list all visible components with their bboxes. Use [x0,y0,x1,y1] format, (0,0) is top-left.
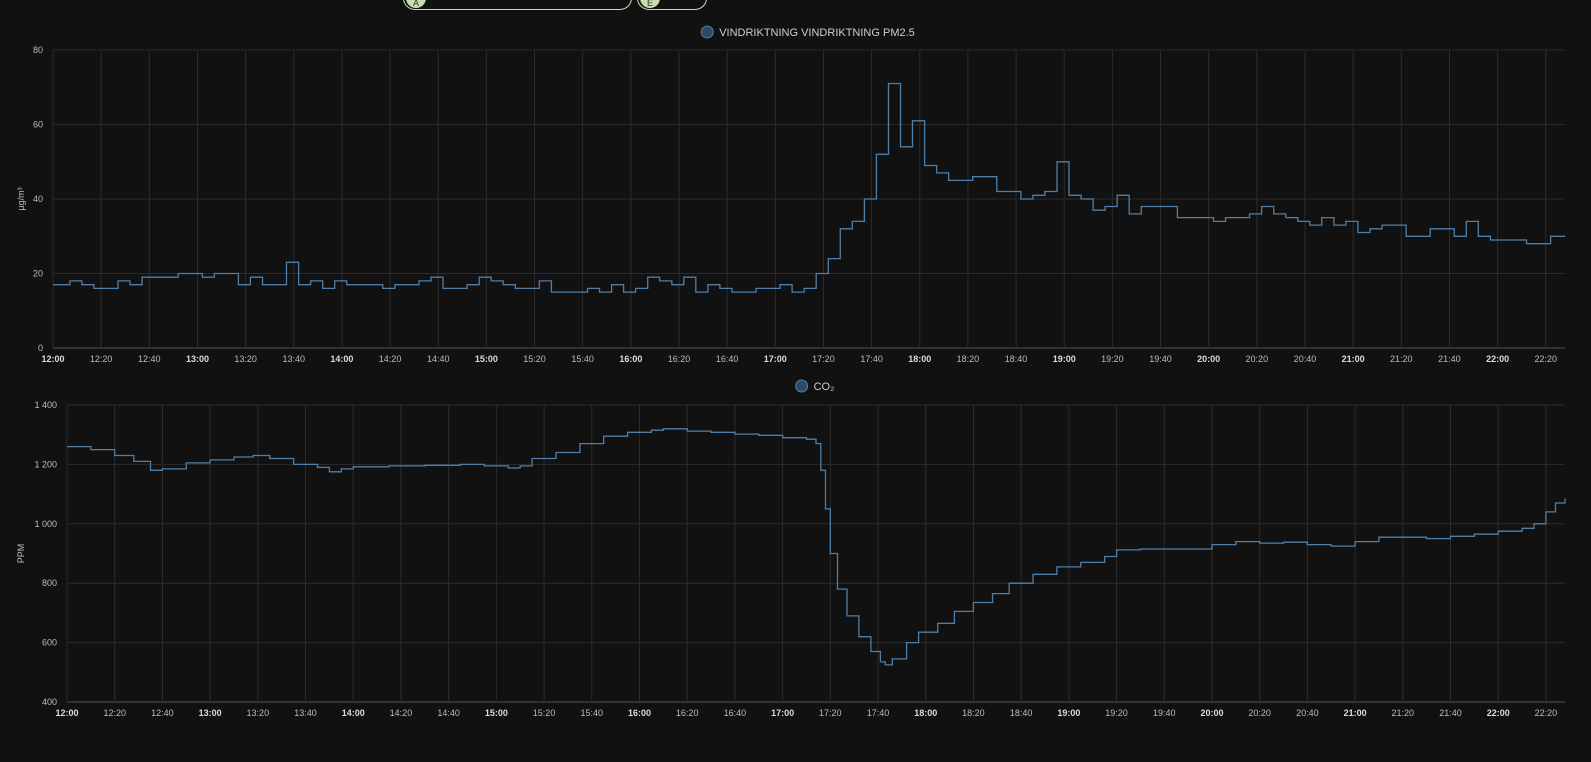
chart-1-x-tick-label: 18:20 [957,354,980,364]
chart-1-x-tick-label: 14:40 [427,354,450,364]
chart-2-x-tick-label: 19:20 [1105,708,1128,718]
chart-1-x-tick-label: 22:20 [1534,354,1557,364]
chart-2-x-tick-label: 17:00 [771,708,794,718]
chart-2-x-tick-label: 14:20 [390,708,413,718]
chart-1-x-tick-label: 20:00 [1197,354,1220,364]
chart-2-x-tick-label: 16:20 [676,708,699,718]
chart-1-x-tick-label: 14:00 [330,354,353,364]
chart-2-y-tick-label: 400 [42,697,57,707]
chart-2-x-tick-label: 22:00 [1487,708,1510,718]
chart-2-y-tick-label: 800 [42,578,57,588]
chart-2-x-tick-label: 20:00 [1200,708,1223,718]
chart-2-legend-swatch[interactable] [795,379,809,393]
chart-2-x-tick-label: 14:40 [437,708,460,718]
entity-chip-2-avatar: E [640,0,660,8]
entity-chip-1-avatar: A [406,0,426,8]
chart-1-x-tick-label: 16:00 [619,354,642,364]
chart-1-y-tick-label: 0 [38,343,43,353]
chart-2-x-tick-label: 18:00 [914,708,937,718]
chart-2-x-tick-label: 20:20 [1248,708,1271,718]
chart-2-x-tick-label: 12:40 [151,708,174,718]
chart-1-x-tick-label: 13:20 [234,354,257,364]
chart-1: VINDRIKTNING VINDRIKTNING PM2.5 µg/m³ 0 20 4… [16,25,1565,364]
chart-1-y-axis-label: µg/m³ [16,187,26,210]
chart-2-x-tick-label: 19:40 [1153,708,1176,718]
chart-2-x-tick-label: 17:20 [819,708,842,718]
chart-2-x-tick-label: 21:40 [1439,708,1462,718]
chart-2-x-tick-label: 21:00 [1344,708,1367,718]
chart-1-x-tick-label: 17:20 [812,354,835,364]
chart-1-x-tick-label: 18:00 [908,354,931,364]
chart-1-x-tick-label: 15:20 [523,354,546,364]
chart-1-y-tick-label: 80 [33,45,43,55]
chart-1-y-tick-label: 60 [33,120,43,130]
chart-2-y-tick-label: 1 000 [34,519,57,529]
chart-2-y-axis-label: PPM [16,544,26,564]
chart-1-y-tick-label: 40 [33,194,43,204]
chart-2-x-tick-label: 15:40 [581,708,604,718]
chart-1-series-line[interactable] [53,82,1565,293]
chart-1-legend-swatch[interactable] [700,25,714,39]
chart-2-x-tick-label: 13:00 [199,708,222,718]
chart-2-series-line[interactable] [67,428,1566,666]
chart-2-x-tick-label: 13:20 [247,708,270,718]
chart-2: CO₂ PPM 400 600 800 1 000 1 200 1 400 12:00 12:20… [16,379,1566,718]
chart-1-x-tick-label: 18:40 [1005,354,1028,364]
chart-1-x-tick-label: 19:00 [1053,354,1076,364]
chart-1-x-tick-label: 21:00 [1342,354,1365,364]
chart-2-x-tick-label: 16:00 [628,708,651,718]
chart-1-x-tick-label: 19:40 [1149,354,1172,364]
chart-1-y-tick-label: 20 [33,269,43,279]
chart-1-x-tick-label: 13:00 [186,354,209,364]
chart-1-x-tick-label: 17:40 [860,354,883,364]
chart-1-x-tick-label: 12:00 [41,354,64,364]
chart-1-x-tick-label: 20:40 [1294,354,1317,364]
chart-2-legend-label[interactable]: CO₂ [814,381,835,393]
chart-2-x-tick-label: 13:40 [294,708,317,718]
chart-1-x-tick-label: 13:40 [282,354,305,364]
chart-2-y-tick-label: 1 200 [34,459,57,469]
chart-2-y-tick-label: 1 400 [34,400,57,410]
chart-2-x-tick-label: 18:40 [1010,708,1033,718]
chart-2-x-tick-label: 16:40 [724,708,747,718]
chart-2-x-tick-label: 19:00 [1057,708,1080,718]
chart-1-x-tick-label: 12:20 [90,354,113,364]
chart-2-x-tick-label: 12:00 [55,708,78,718]
chart-2-x-tick-label: 17:40 [867,708,890,718]
chart-1-x-tick-label: 14:20 [379,354,402,364]
chart-1-x-tick-label: 21:40 [1438,354,1461,364]
chart-1-x-tick-label: 21:20 [1390,354,1413,364]
chart-1-legend-label[interactable]: VINDRIKTNING VINDRIKTNING PM2.5 [719,27,915,39]
chart-1-x-tick-label: 20:20 [1246,354,1269,364]
chart-1-x-tick-label: 17:00 [764,354,787,364]
chart-2-x-tick-label: 20:40 [1296,708,1319,718]
chart-2-x-tick-label: 12:20 [103,708,126,718]
chart-2-x-tick-label: 15:20 [533,708,556,718]
chart-1-x-tick-label: 16:40 [716,354,739,364]
chart-1-x-tick-label: 12:40 [138,354,161,364]
chart-2-x-tick-label: 14:00 [342,708,365,718]
chart-1-x-tick-label: 15:00 [475,354,498,364]
chart-2-x-tick-label: 21:20 [1392,708,1415,718]
chart-2-x-tick-label: 22:20 [1535,708,1558,718]
chart-2-x-tick-label: 15:00 [485,708,508,718]
chart-1-x-tick-label: 15:40 [571,354,594,364]
chart-1-x-tick-label: 16:20 [668,354,691,364]
chart-2-y-tick-label: 600 [42,638,57,648]
chart-1-x-tick-label: 22:00 [1486,354,1509,364]
chart-2-x-tick-label: 18:20 [962,708,985,718]
chart-1-x-tick-label: 19:20 [1101,354,1124,364]
